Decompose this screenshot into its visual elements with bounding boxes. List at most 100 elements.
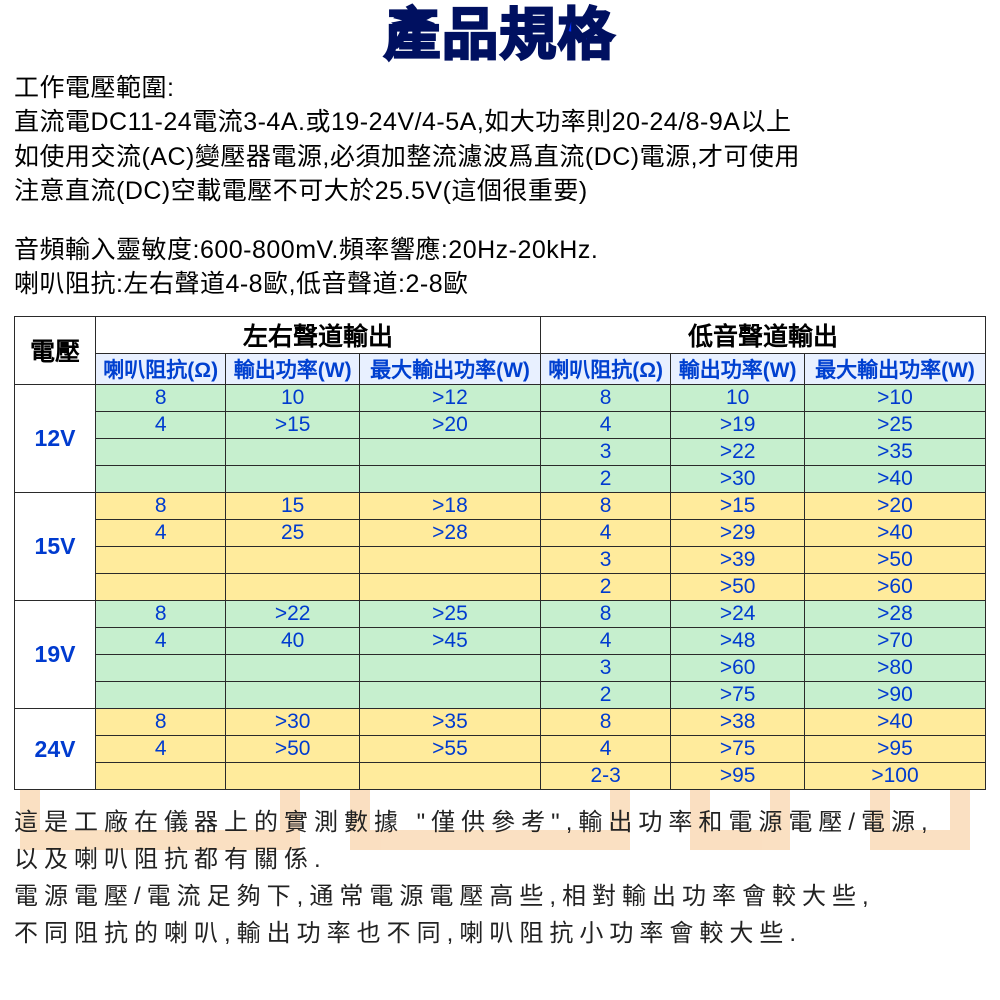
data-cell: [96, 573, 226, 600]
data-cell: [226, 573, 360, 600]
data-cell: 3: [540, 654, 670, 681]
data-cell: >10: [804, 384, 985, 411]
data-cell: >60: [671, 654, 805, 681]
data-cell: 3: [540, 546, 670, 573]
col-sub-impedance: 喇叭阻抗(Ω): [540, 353, 670, 384]
data-cell: [226, 438, 360, 465]
data-cell: 4: [540, 627, 670, 654]
data-cell: 8: [96, 492, 226, 519]
data-cell: [96, 438, 226, 465]
data-cell: >35: [804, 438, 985, 465]
data-cell: >70: [804, 627, 985, 654]
data-cell: [360, 681, 541, 708]
data-cell: [226, 546, 360, 573]
intro-block: 工作電壓範圍: 直流電DC11-24電流3-4A.或19-24V/4-5A,如大…: [14, 71, 986, 302]
table-row: 2>30>40: [15, 465, 986, 492]
col-sub-power: 輸出功率(W): [671, 353, 805, 384]
data-cell: >24: [671, 600, 805, 627]
data-cell: >15: [671, 492, 805, 519]
note-line: 不同阻抗的喇叭,輸出功率也不同,喇叭阻抗小功率會較大些.: [14, 915, 986, 952]
table-row: 4>15>204>19>25: [15, 411, 986, 438]
data-cell: >22: [671, 438, 805, 465]
data-cell: >80: [804, 654, 985, 681]
data-cell: >28: [804, 600, 985, 627]
data-cell: >50: [804, 546, 985, 573]
notes-block: 這是工廠在儀器上的實測數據 "僅供參考",輸出功率和電源電壓/電源, 以及喇叭阻…: [14, 804, 986, 953]
data-cell: 2-3: [540, 762, 670, 789]
data-cell: >50: [226, 735, 360, 762]
table-row: 3>22>35: [15, 438, 986, 465]
intro-line: 注意直流(DC)空載電壓不可大於25.5V(這個很重要): [14, 174, 986, 209]
data-cell: >60: [804, 573, 985, 600]
data-cell: 8: [540, 384, 670, 411]
data-cell: 8: [96, 384, 226, 411]
data-cell: 3: [540, 438, 670, 465]
data-cell: 4: [96, 519, 226, 546]
col-left-maxpower: 最大輸出功率(W): [360, 353, 541, 384]
data-cell: >95: [671, 762, 805, 789]
data-cell: 8: [540, 600, 670, 627]
note-line: 以及喇叭阻抗都有關係.: [14, 841, 986, 878]
voltage-cell: 24V: [15, 708, 96, 789]
data-cell: >19: [671, 411, 805, 438]
spec-table: 電壓 左右聲道輸出 低音聲道輸出 喇叭阻抗(Ω) 輸出功率(W) 最大輸出功率(…: [14, 316, 986, 790]
data-cell: 8: [540, 492, 670, 519]
data-cell: [226, 654, 360, 681]
data-cell: 2: [540, 681, 670, 708]
data-cell: 4: [96, 411, 226, 438]
data-cell: 8: [540, 708, 670, 735]
group-sub-channel: 低音聲道輸出: [540, 316, 985, 353]
data-cell: 8: [96, 708, 226, 735]
intro-line: 如使用交流(AC)變壓器電源,必須加整流濾波爲直流(DC)電源,才可使用: [14, 140, 986, 175]
col-left-impedance: 喇叭阻抗(Ω): [96, 353, 226, 384]
data-cell: >45: [360, 627, 541, 654]
data-cell: >95: [804, 735, 985, 762]
table-row: 3>60>80: [15, 654, 986, 681]
data-cell: >30: [671, 465, 805, 492]
data-cell: >38: [671, 708, 805, 735]
data-cell: >40: [804, 708, 985, 735]
data-cell: >28: [360, 519, 541, 546]
data-cell: [96, 546, 226, 573]
data-cell: >48: [671, 627, 805, 654]
data-cell: [226, 681, 360, 708]
data-cell: [96, 762, 226, 789]
data-cell: 2: [540, 573, 670, 600]
data-cell: >40: [804, 465, 985, 492]
data-cell: 4: [96, 627, 226, 654]
data-cell: >39: [671, 546, 805, 573]
data-cell: >35: [360, 708, 541, 735]
data-cell: >25: [360, 600, 541, 627]
data-cell: 25: [226, 519, 360, 546]
data-cell: [360, 465, 541, 492]
data-cell: >55: [360, 735, 541, 762]
data-cell: 4: [96, 735, 226, 762]
data-cell: [226, 762, 360, 789]
data-cell: [96, 654, 226, 681]
data-cell: >15: [226, 411, 360, 438]
intro-line: 音頻輸入靈敏度:600-800mV.頻率響應:20Hz-20kHz.: [14, 233, 986, 268]
table-row: 19V8>22>258>24>28: [15, 600, 986, 627]
data-cell: [360, 546, 541, 573]
note-line: 這是工廠在儀器上的實測數據 "僅供參考",輸出功率和電源電壓/電源,: [14, 804, 986, 841]
data-cell: >50: [671, 573, 805, 600]
data-cell: 8: [96, 600, 226, 627]
voltage-cell: 15V: [15, 492, 96, 600]
data-cell: 40: [226, 627, 360, 654]
data-cell: >100: [804, 762, 985, 789]
table-row: 12V810>12810>10: [15, 384, 986, 411]
data-cell: >18: [360, 492, 541, 519]
data-cell: [360, 762, 541, 789]
table-row: 425>284>29>40: [15, 519, 986, 546]
note-line: 電源電壓/電流足夠下,通常電源電壓高些,相對輸出功率會較大些,: [14, 878, 986, 915]
table-row: 24V8>30>358>38>40: [15, 708, 986, 735]
data-cell: 10: [671, 384, 805, 411]
voltage-cell: 19V: [15, 600, 96, 708]
table-row: 15V815>188>15>20: [15, 492, 986, 519]
data-cell: >20: [804, 492, 985, 519]
data-cell: >22: [226, 600, 360, 627]
data-cell: >75: [671, 735, 805, 762]
data-cell: >40: [804, 519, 985, 546]
voltage-cell: 12V: [15, 384, 96, 492]
data-cell: [360, 654, 541, 681]
